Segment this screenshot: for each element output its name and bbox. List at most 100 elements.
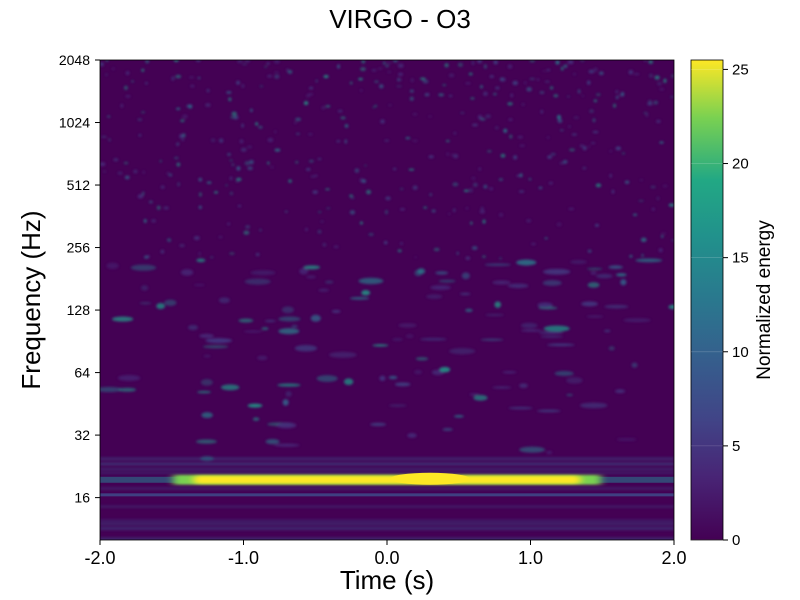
noise-speckle [426,294,443,299]
noise-speckle [286,68,289,72]
noise-speckle [484,263,512,266]
noise-speckle [303,101,309,106]
noise-speckle [448,73,455,78]
noise-speckle [396,85,402,88]
noise-speckle [237,60,243,63]
noise-speckle [243,230,250,235]
noise-speckle [331,309,341,313]
noise-speckle [393,60,398,63]
noise-speckle [218,235,223,239]
noise-speckle [140,285,149,291]
noise-speckle [507,283,529,289]
noise-speckle [635,258,663,263]
noise-speckle [105,73,108,76]
noise-speckle [257,355,268,361]
noise-speckle [324,280,334,284]
noise-speckle [316,375,338,382]
noise-speckle [219,138,224,143]
noise-speckle [274,74,280,79]
noise-speckle [512,80,518,86]
noise-speckle [429,193,432,196]
noise-speckle [426,92,430,96]
noise-speckle [438,279,456,283]
noise-speckle [100,62,104,67]
colorbar: 0 5 10 15 20 25 [690,59,749,549]
noise-speckle [285,391,292,397]
x-tick-label: 0.0 [374,548,399,568]
noise-speckle [384,241,388,245]
noise-speckle [499,257,502,260]
noise-speckle [503,128,508,133]
noise-speckle [659,141,664,144]
noise-speckle [124,175,130,180]
noise-speckle [562,159,568,164]
noise-speckle [312,190,318,194]
noise-speckle [414,256,418,259]
noise-speckle [648,60,654,64]
noise-speckle [560,129,564,132]
noise-stripe [100,505,674,508]
noise-speckle [388,375,398,380]
noise-speckle [428,115,433,118]
noise-speckle [546,343,575,347]
noise-speckle [546,69,551,71]
noise-speckle [409,89,414,93]
noise-speckle [193,236,200,241]
noise-speckle [196,258,206,263]
noise-speckle [361,60,366,64]
noise-speckle [384,209,388,215]
noise-speckle [218,297,230,304]
noise-speckle [358,78,363,81]
noise-speckle [206,181,212,184]
noise-speckle [244,278,271,285]
noise-speckle [529,78,536,80]
noise-speckle [624,180,630,184]
noise-speckle [274,71,279,74]
noise-stripe [100,522,674,526]
noise-speckle [317,158,322,160]
noise-speckle [577,89,581,94]
noise-speckle [471,60,475,66]
noise-speckle [495,86,500,90]
noise-speckle [586,315,604,318]
noise-speckle [368,233,374,236]
noise-speckle [660,232,667,235]
noise-speckle [399,208,406,211]
noise-speckle [468,72,473,76]
colorbar-tick-label: 15 [732,250,749,267]
noise-speckle [582,146,587,151]
noise-speckle [593,99,598,103]
noise-speckle [529,60,536,63]
noise-speckle [151,219,156,223]
noise-speckle [322,242,327,247]
noise-speckle [430,285,451,290]
noise-speckle [112,316,134,322]
x-tick-label: -1.0 [228,548,259,568]
noise-speckle [582,166,587,170]
noise-speckle [589,109,594,113]
noise-speckle [344,139,347,144]
noise-speckle [288,179,292,183]
noise-speckle [615,95,619,100]
noise-speckle [364,164,367,167]
noise-speckle [592,131,599,134]
noise-speckle [465,82,471,85]
noise-speckle [250,108,253,113]
noise-speckle [628,70,634,75]
noise-speckle [164,299,177,306]
noise-speckle [385,64,389,67]
noise-stripe [100,462,674,465]
noise-speckle [489,187,494,191]
noise-speckle [205,103,211,107]
noise-speckle [453,415,464,418]
noise-speckle [656,196,660,201]
colorbar-tick-label: 5 [732,438,740,455]
noise-speckle [645,112,649,117]
noise-speckle [168,173,173,177]
noise-speckle [409,96,414,101]
noise-stripe [100,519,674,522]
noise-speckle [513,155,518,160]
noise-speckle [383,61,386,65]
noise-speckle [587,282,600,288]
